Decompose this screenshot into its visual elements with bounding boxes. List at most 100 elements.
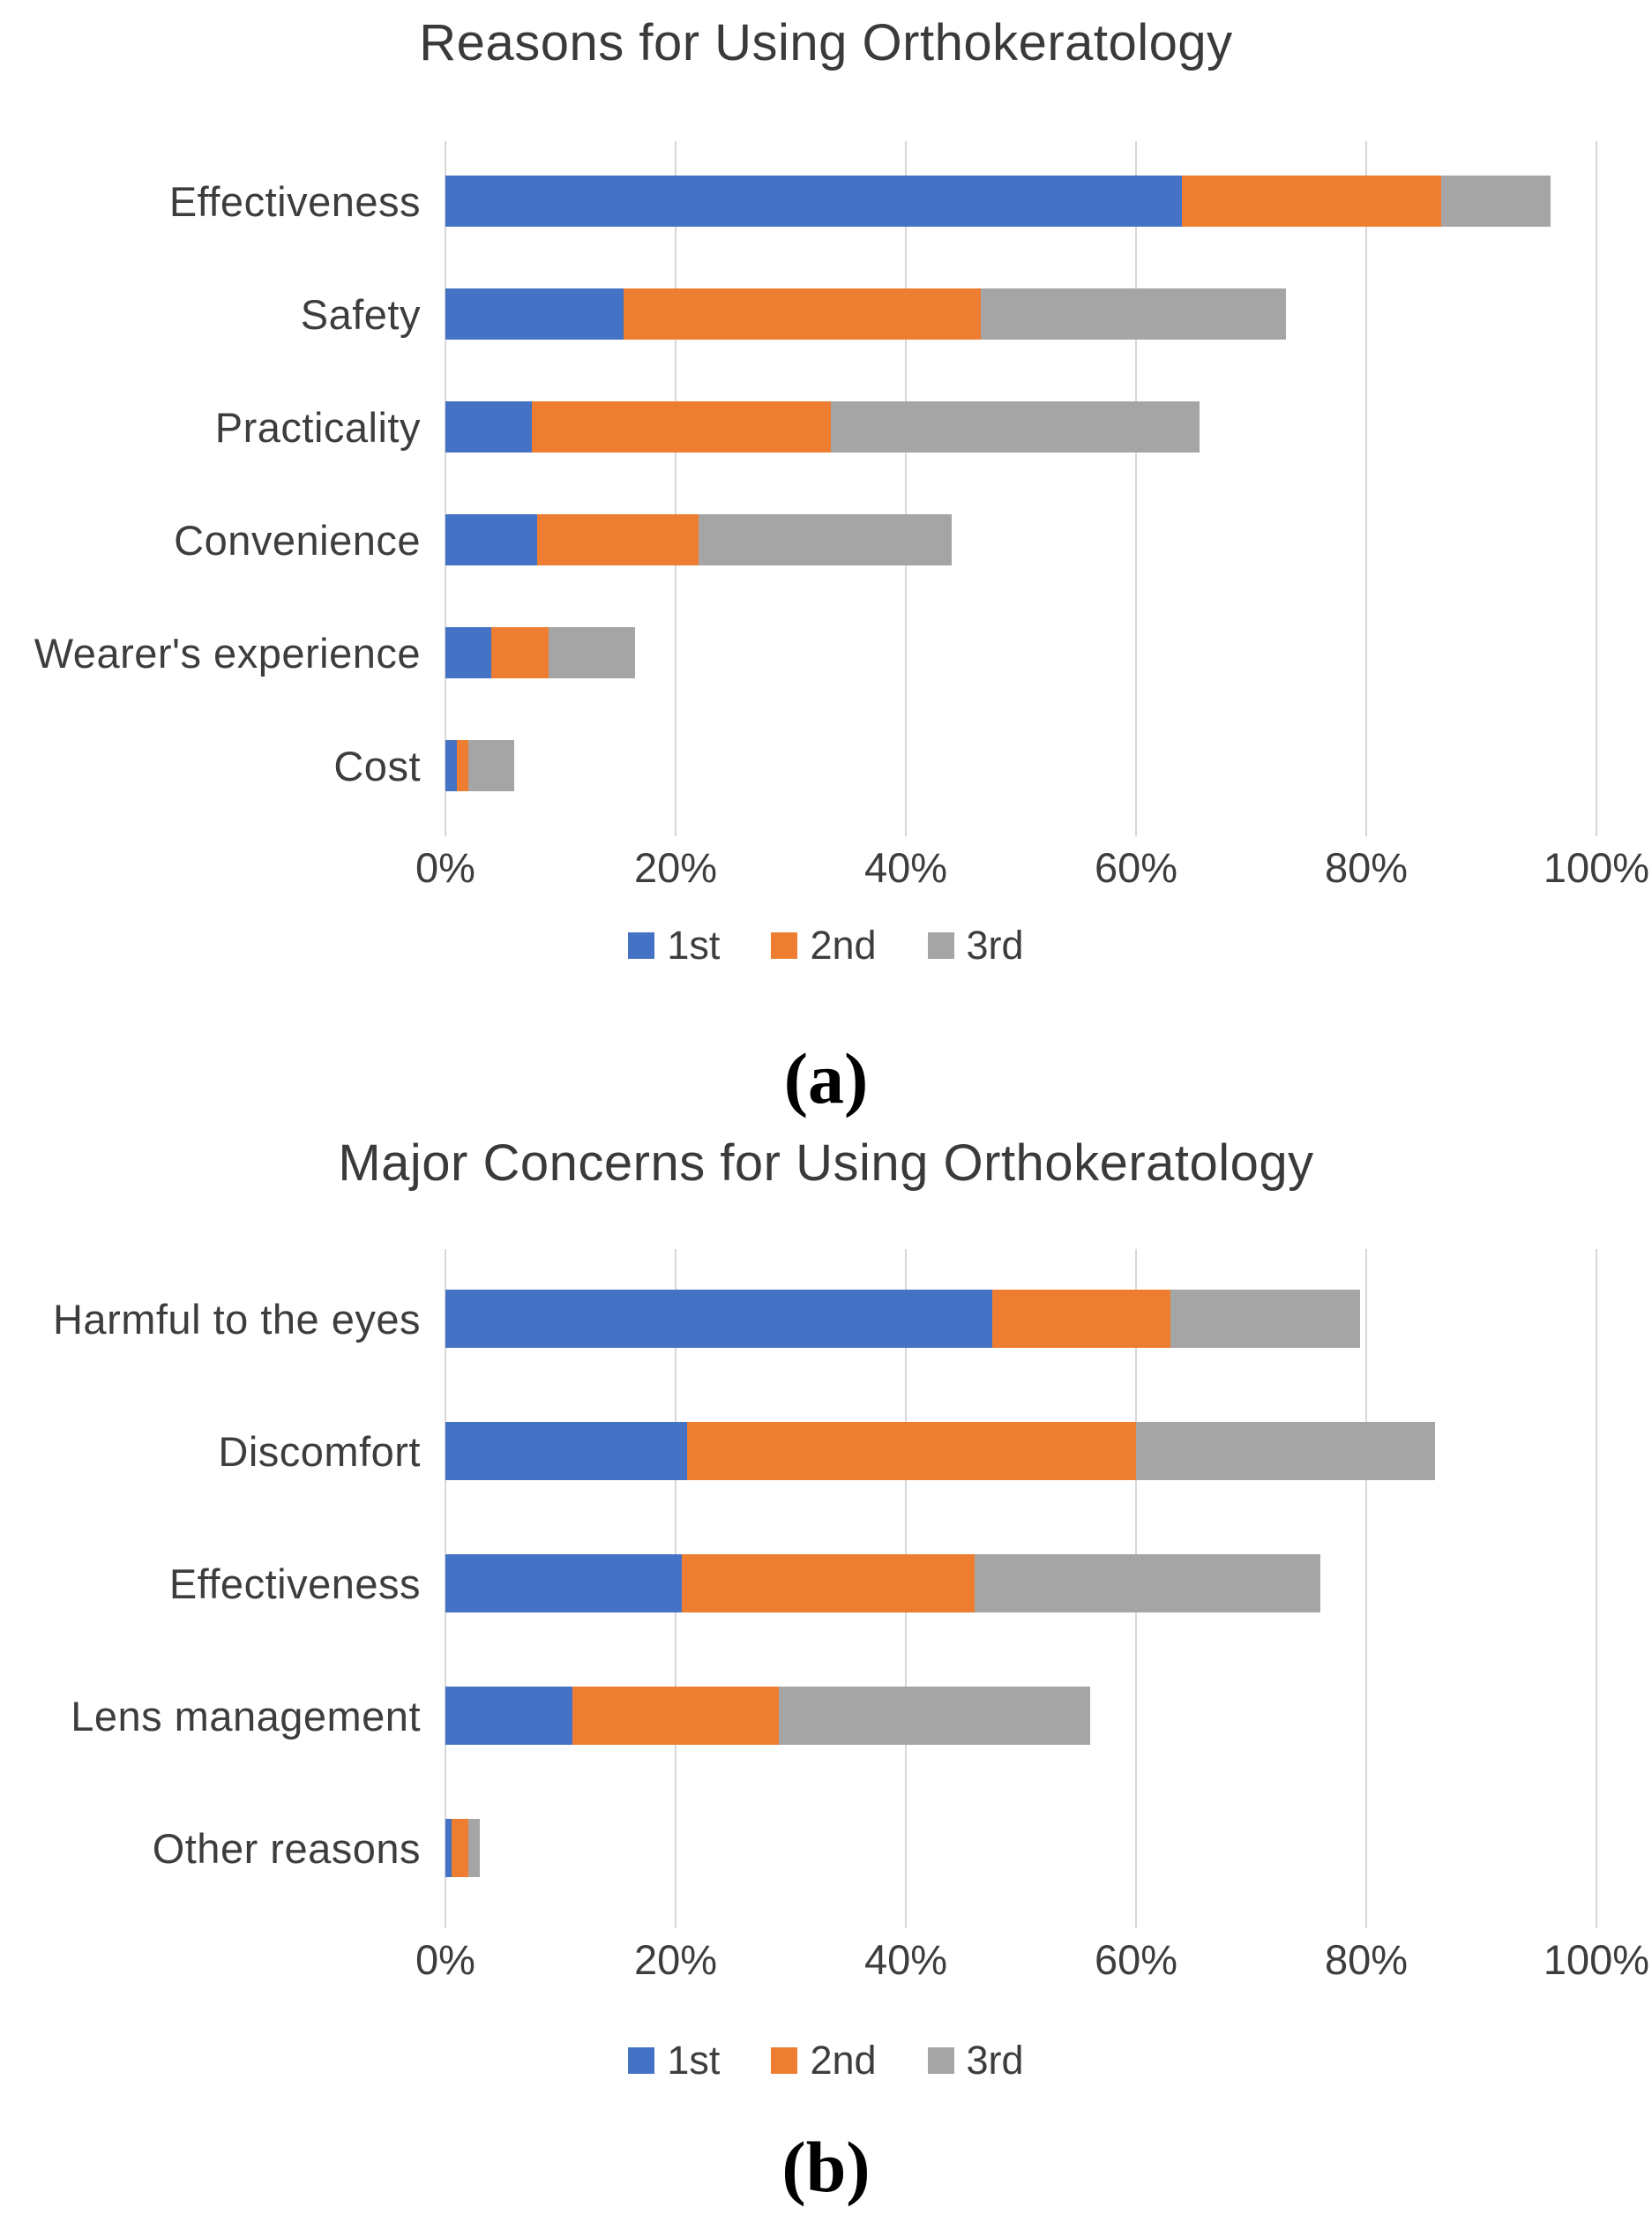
bar-track (445, 1554, 1596, 1612)
x-tick-label: 0% (415, 844, 475, 891)
bar-segment-2nd (681, 1554, 976, 1612)
x-axis: 0% 20% 40% 60% 80% 100% (415, 1930, 1649, 1986)
bar-segment-2nd (531, 401, 832, 453)
plot-area: Effectiveness Safety Practicality Convenien… (34, 141, 1649, 894)
bar-segment-1st (445, 288, 624, 340)
category-label: Wearer's experience (34, 629, 421, 677)
legend: 1st 2nd 3rd (0, 923, 1652, 969)
bar-row: Effectiveness (169, 145, 1596, 258)
bar-row: Practicality (215, 370, 1596, 483)
bar-track (445, 1687, 1596, 1745)
x-axis: 0% 20% 40% 60% 80% 100% (415, 838, 1649, 894)
bar-row: Other reasons (153, 1782, 1596, 1914)
bar-segment-1st (445, 1687, 572, 1745)
legend-item-1st: 1st (628, 2038, 720, 2084)
x-tick-label: 20% (633, 1936, 718, 1983)
bar-segment-2nd (991, 1290, 1171, 1348)
bar-segment-3rd (1170, 1290, 1361, 1348)
x-tick-label: 100% (1543, 844, 1650, 891)
bar-segment-2nd (687, 1422, 1136, 1480)
panel-label-a: (a) (783, 1038, 869, 1118)
bar-segment-3rd (699, 514, 953, 565)
x-tick-label: 60% (1094, 1936, 1178, 1983)
legend-item-3rd: 3rd (927, 2038, 1024, 2084)
bar-segment-1st (445, 1819, 452, 1877)
bar-segment-2nd (1182, 176, 1441, 227)
plot-area: Harmful to the eyes Discomfort Effectivene… (53, 1249, 1649, 1986)
bar-segment-1st (445, 1290, 992, 1348)
legend-swatch-3rd (927, 2047, 954, 2074)
bar-segment-1st (445, 176, 1183, 227)
legend-label: 1st (667, 923, 721, 968)
bar-segment-3rd (980, 288, 1286, 340)
bar-segment-3rd (779, 1687, 1090, 1745)
bar-segment-2nd (537, 514, 699, 565)
legend-label: 3rd (966, 923, 1024, 968)
bar-segment-2nd (491, 627, 549, 678)
bar-segment-2nd (572, 1687, 780, 1745)
bar-track (445, 176, 1596, 227)
chart-title: Reasons for Using Orthokeratology (419, 14, 1233, 71)
category-label: Practicality (214, 403, 421, 451)
x-tick-label: 60% (1094, 844, 1178, 891)
bar-track (445, 1819, 1596, 1877)
bar-segment-3rd (831, 401, 1200, 453)
bar-rows: Effectiveness Safety Practicality Convenien… (34, 141, 1597, 836)
legend-swatch-1st (628, 932, 655, 959)
category-label: Effectiveness (168, 1560, 421, 1607)
category-label: Convenience (174, 516, 421, 564)
bar-segment-1st (445, 1554, 682, 1612)
panel-label-b: (b) (781, 2127, 871, 2207)
bar-track (445, 627, 1596, 678)
chart-reasons: Reasons for Using Orthokeratology Effect… (0, 11, 1652, 1120)
bar-segment-3rd (1135, 1422, 1436, 1480)
category-label: Other reasons (152, 1824, 421, 1872)
bar-track (445, 288, 1596, 340)
legend-swatch-3rd (927, 932, 954, 959)
bar-row: Harmful to the eyes (53, 1253, 1596, 1385)
legend-item-2nd: 2nd (771, 2038, 877, 2084)
bar-segment-2nd (457, 740, 469, 791)
chart-title: Major Concerns for Using Orthokeratology (338, 1134, 1314, 1192)
bar-rows: Harmful to the eyes Discomfort Effectivene… (53, 1249, 1597, 1928)
x-tick-label: 40% (863, 844, 948, 891)
legend: 1st 2nd 3rd (0, 2038, 1652, 2084)
bar-track (445, 401, 1596, 453)
legend-swatch-1st (628, 2047, 655, 2074)
bar-track (445, 514, 1596, 565)
bar-row: Discomfort (218, 1385, 1596, 1517)
legend-label: 2nd (810, 923, 877, 968)
legend-swatch-2nd (771, 932, 798, 959)
x-tick-label: 80% (1324, 1936, 1409, 1983)
bar-row: Lens management (71, 1650, 1596, 1782)
bar-row: Convenience (174, 483, 1596, 596)
bar-segment-3rd (468, 1819, 481, 1877)
bar-segment-2nd (451, 1819, 469, 1877)
bar-segment-3rd (468, 740, 515, 791)
bar-row: Safety (301, 258, 1596, 370)
category-label: Cost (333, 742, 421, 789)
x-tick-label: 0% (415, 1936, 475, 1983)
category-label: Harmful to the eyes (52, 1295, 421, 1343)
bar-segment-3rd (975, 1554, 1320, 1612)
bar-track (445, 740, 1596, 791)
legend-item-2nd: 2nd (771, 923, 877, 969)
bar-track (445, 1422, 1596, 1480)
bar-segment-1st (445, 740, 458, 791)
bar-row: Effectiveness (169, 1517, 1596, 1650)
category-label: Discomfort (218, 1427, 421, 1475)
legend-label: 2nd (810, 2038, 877, 2083)
legend-item-1st: 1st (628, 923, 720, 969)
x-tick-label: 40% (863, 1936, 948, 1983)
chart-concerns: Major Concerns for Using Orthokeratology… (0, 1131, 1652, 2209)
bar-segment-1st (445, 1422, 688, 1480)
bar-segment-1st (445, 401, 532, 453)
legend-swatch-2nd (771, 2047, 798, 2074)
x-tick-label: 20% (633, 844, 718, 891)
category-label: Safety (300, 290, 421, 338)
bar-segment-1st (445, 627, 492, 678)
bar-track (445, 1290, 1596, 1348)
legend-label: 1st (667, 2038, 721, 2083)
bar-segment-2nd (624, 288, 981, 340)
